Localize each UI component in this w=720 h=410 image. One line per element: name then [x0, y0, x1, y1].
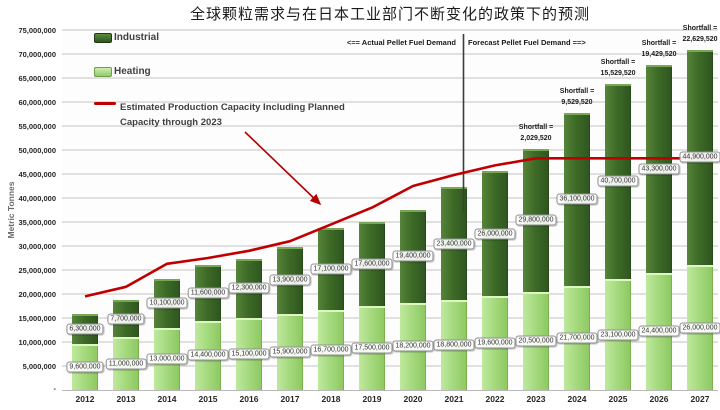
y-tick-label: 55,000,000 [18, 122, 56, 131]
gridline [62, 149, 718, 151]
industrial-value-label: 6,300,000 [66, 323, 104, 335]
heating-value-label: 11,000,000 [105, 358, 147, 370]
gridline [62, 341, 718, 343]
gridline [62, 317, 718, 319]
x-tick-label: 2015 [198, 394, 218, 404]
y-tick-label: 35,000,000 [18, 218, 56, 227]
red-line-swatch-icon [94, 102, 116, 105]
heating-value-label: 21,700,000 [556, 332, 598, 344]
industrial-value-label: 26,000,000 [474, 228, 516, 240]
heating-value-label: 18,200,000 [392, 340, 434, 352]
legend-label-industrial: Industrial [114, 32, 160, 43]
industrial-value-label: 11,600,000 [187, 287, 229, 299]
y-tick-label: 60,000,000 [18, 98, 56, 107]
chart-title: 全球颗粒需求与在日本工业部门不断变化的政策下的预测 [189, 5, 590, 23]
heating-value-label: 14,400,000 [187, 349, 229, 361]
heating-value-label: 24,400,000 [638, 325, 680, 337]
industrial-value-label: 17,600,000 [351, 258, 393, 270]
heating-value-label: 23,100,000 [597, 329, 639, 341]
industrial-value-label: 17,100,000 [310, 263, 352, 275]
heating-value-label: 19,600,000 [474, 337, 516, 349]
industrial-value-label: 40,700,000 [597, 175, 639, 187]
heating-value-label: 15,900,000 [269, 346, 311, 358]
shortfall-label: Shortfall = 9,529,520 [559, 87, 595, 106]
industrial-swatch-icon [94, 32, 112, 43]
x-tick-label: 2013 [116, 394, 136, 404]
y-tick-label: 65,000,000 [18, 74, 56, 83]
y-tick-label: 25,000,000 [18, 266, 56, 275]
x-tick-label: 2024 [567, 394, 587, 404]
industrial-value-label: 43,300,000 [638, 163, 680, 175]
y-tick-label: 40,000,000 [18, 194, 56, 203]
y-tick-label: 30,000,000 [18, 242, 56, 251]
heating-value-label: 16,700,000 [310, 344, 352, 356]
heating-value-label: 18,800,000 [433, 339, 475, 351]
y-zero-tick-label: - [53, 384, 57, 393]
y-tick-label: 50,000,000 [18, 146, 56, 155]
x-tick-label: 2018 [321, 394, 341, 404]
shortfall-label: Shortfall = 15,529,520 [600, 58, 636, 77]
gridline [62, 77, 718, 79]
x-tick-label: 2026 [649, 394, 669, 404]
shortfall-label: Shortfall = 19,429,520 [641, 40, 677, 59]
industrial-value-label: 36,100,000 [556, 193, 598, 205]
heating-value-label: 9,600,000 [66, 361, 104, 373]
industrial-value-label: 29,800,000 [515, 214, 557, 226]
y-tick-label: 15,000,000 [18, 314, 56, 323]
legend-item-industrial: Industrial [94, 32, 159, 43]
legend-label-capacity: Estimated Production Capacity Including … [120, 102, 345, 128]
heating-value-label: 20,500,000 [515, 335, 557, 347]
x-tick-label: 2025 [608, 394, 628, 404]
x-tick-label: 2016 [239, 394, 259, 404]
industrial-value-label: 7,700,000 [107, 313, 145, 325]
industrial-value-label: 10,100,000 [146, 297, 188, 309]
industrial-value-label: 12,300,000 [228, 282, 270, 294]
industrial-value-label: 23,400,000 [433, 238, 475, 250]
legend-item-heating: Heating [94, 66, 151, 77]
gridline [62, 101, 718, 103]
x-tick-label: 2023 [526, 394, 546, 404]
annotation-actual-demand: <== Actual Pellet Fuel Demand [346, 38, 456, 47]
shortfall-label: Shortfall = 22,629,520 [682, 24, 718, 43]
gridline [62, 29, 718, 31]
x-tick-label: 2022 [485, 394, 505, 404]
y-tick-label: 10,000,000 [18, 338, 56, 347]
industrial-value-label: 44,900,000 [679, 151, 720, 163]
heating-value-label: 17,500,000 [351, 342, 393, 354]
gridline [62, 125, 718, 127]
y-tick-label: 5,000,000 [22, 362, 56, 371]
x-tick-label: 2020 [403, 394, 423, 404]
x-tick-label: 2027 [690, 394, 710, 404]
gridline [62, 365, 718, 367]
legend-label-heating: Heating [114, 66, 151, 77]
y-tick-label: 20,000,000 [18, 290, 56, 299]
legend-item-capacity-line: Estimated Production Capacity Including … [94, 100, 410, 130]
plot-area: Industrial Heating Estimated Production … [62, 25, 720, 391]
heating-swatch-icon [94, 66, 112, 77]
y-tick-label: 70,000,000 [18, 50, 56, 59]
x-tick-label: 2012 [75, 394, 95, 404]
industrial-value-label: 13,900,000 [269, 274, 311, 286]
x-tick-label: 2014 [157, 394, 177, 404]
heating-value-label: 15,100,000 [228, 348, 270, 360]
heating-value-label: 26,000,000 [679, 322, 720, 334]
heating-value-label: 13,000,000 [146, 353, 188, 365]
x-tick-label: 2017 [280, 394, 300, 404]
gridline [62, 53, 718, 55]
y-tick-label: 75,000,000 [18, 26, 56, 35]
y-tick-label: 45,000,000 [18, 170, 56, 179]
legend-arrow [244, 131, 322, 206]
x-tick-label: 2021 [444, 394, 464, 404]
industrial-value-label: 19,400,000 [392, 250, 434, 262]
annotation-forecast-demand: Forecast Pellet Fuel Demand ==> [468, 38, 586, 47]
x-tick-label: 2019 [362, 394, 382, 404]
shortfall-label: Shortfall = 2,029,520 [518, 123, 554, 142]
